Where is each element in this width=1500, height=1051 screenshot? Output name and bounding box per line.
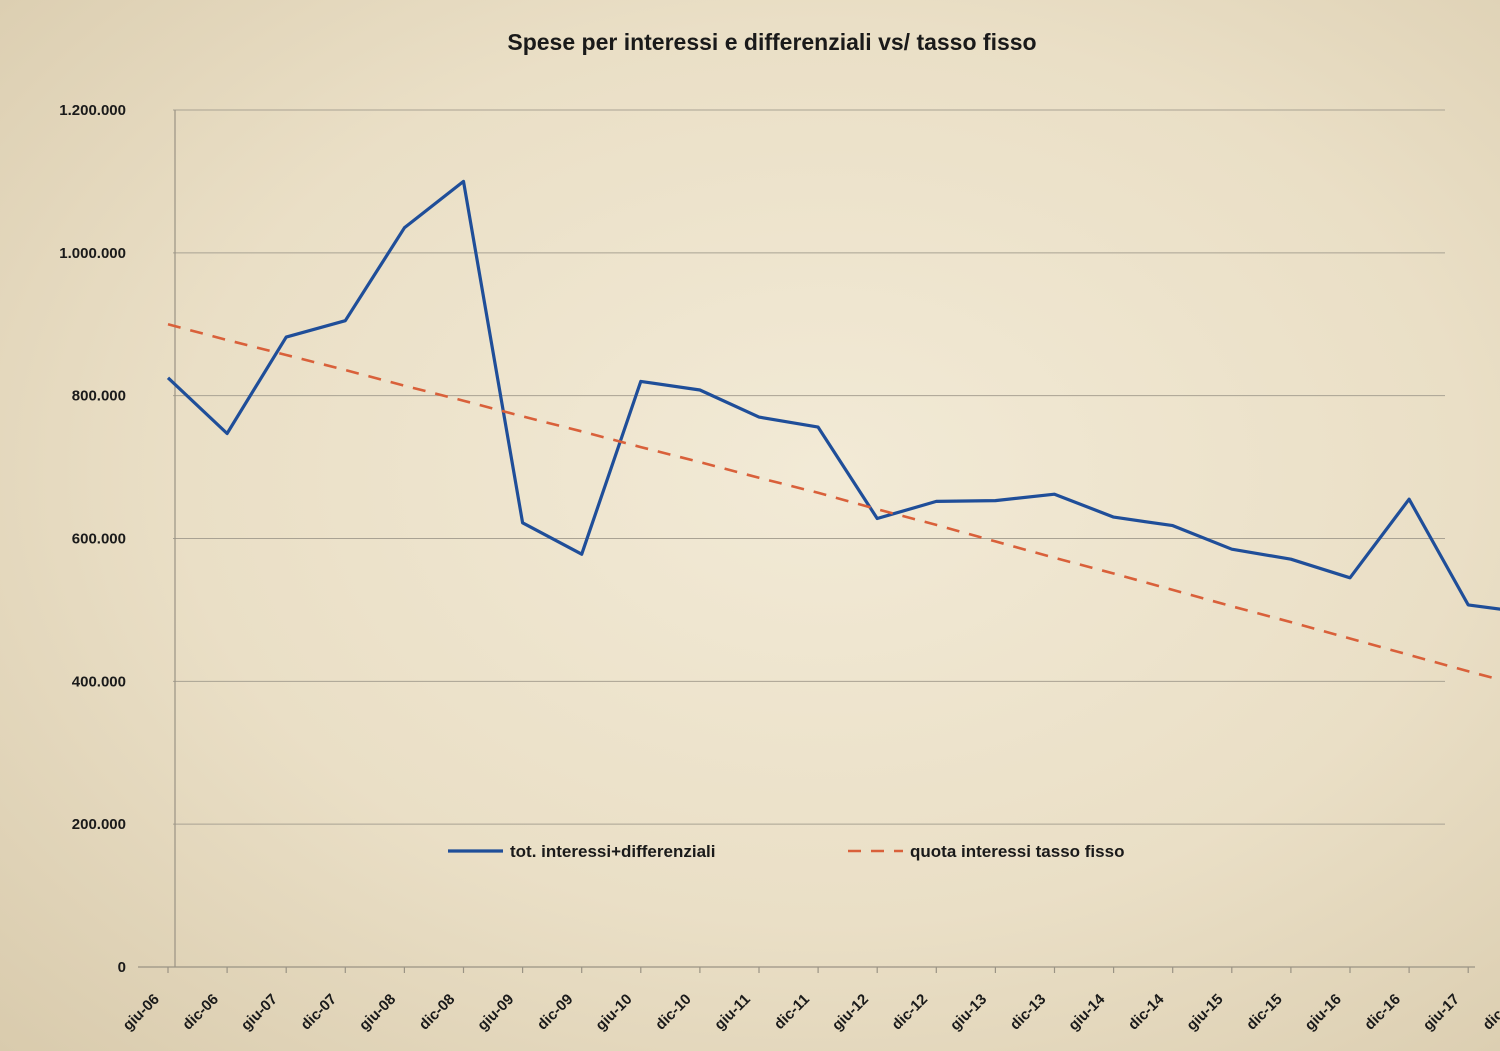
x-tick-label: giu-06 <box>120 991 163 1034</box>
y-tick-label: 0 <box>118 959 126 976</box>
x-tick-label: dic-08 <box>416 991 459 1034</box>
y-tick-label: 1.000.000 <box>59 245 126 262</box>
x-tick-label: giu-09 <box>474 991 517 1034</box>
x-tick-label: dic-11 <box>771 991 813 1033</box>
series-line-fixed-rate <box>168 324 1500 687</box>
chart-page: Spese per interessi e differenziali vs/ … <box>0 0 1500 1051</box>
x-tick-label: dic-09 <box>534 991 577 1034</box>
x-tick-label: dic-06 <box>179 991 222 1034</box>
x-tick-label: giu-16 <box>1302 991 1345 1034</box>
line-chart: Spese per interessi e differenziali vs/ … <box>0 0 1500 1051</box>
x-tick-label: dic-07 <box>297 991 340 1034</box>
series-line-total <box>168 181 1500 612</box>
x-tick-label: giu-11 <box>711 991 754 1034</box>
legend: tot. interessi+differenziali quota inter… <box>448 842 1124 861</box>
y-tick-label: 600.000 <box>72 531 126 548</box>
y-tick-label: 400.000 <box>72 673 126 690</box>
x-tick-label: giu-13 <box>947 991 990 1034</box>
chart-title: Spese per interessi e differenziali vs/ … <box>507 29 1036 55</box>
y-tick-label: 200.000 <box>72 816 126 833</box>
y-tick-label: 800.000 <box>72 388 126 405</box>
x-tick-label: dic-17 <box>1479 991 1500 1034</box>
x-tick-label: dic-12 <box>888 991 931 1034</box>
x-tick-label: giu-14 <box>1065 990 1109 1034</box>
x-tick-label: dic-16 <box>1361 991 1404 1034</box>
legend-label-total: tot. interessi+differenziali <box>510 842 715 861</box>
x-tick-label: dic-14 <box>1125 990 1168 1033</box>
series-lines <box>168 181 1500 687</box>
y-tick-label: 1.200.000 <box>59 102 126 119</box>
x-tick-label: dic-13 <box>1007 991 1050 1034</box>
x-tick-label: giu-17 <box>1420 991 1463 1034</box>
gridlines <box>173 110 1445 824</box>
x-tick-label: dic-10 <box>652 991 695 1034</box>
x-tick-label: giu-15 <box>1183 991 1226 1034</box>
x-tick-label: dic-15 <box>1243 991 1286 1034</box>
x-tick-label: giu-07 <box>238 991 281 1034</box>
legend-label-fixed-rate: quota interessi tasso fisso <box>910 842 1124 861</box>
x-tick-label: giu-08 <box>356 991 399 1034</box>
x-tick-label: giu-12 <box>829 991 872 1034</box>
x-tick-label: giu-10 <box>592 991 635 1034</box>
y-axis-ticks: 0 200.000 400.000 600.000 800.000 1.000.000 1.… <box>59 102 126 976</box>
x-axis-ticks: giu-06 dic-06 giu-07 dic-07 giu-08 dic-08 giu-… <box>120 967 1500 1034</box>
